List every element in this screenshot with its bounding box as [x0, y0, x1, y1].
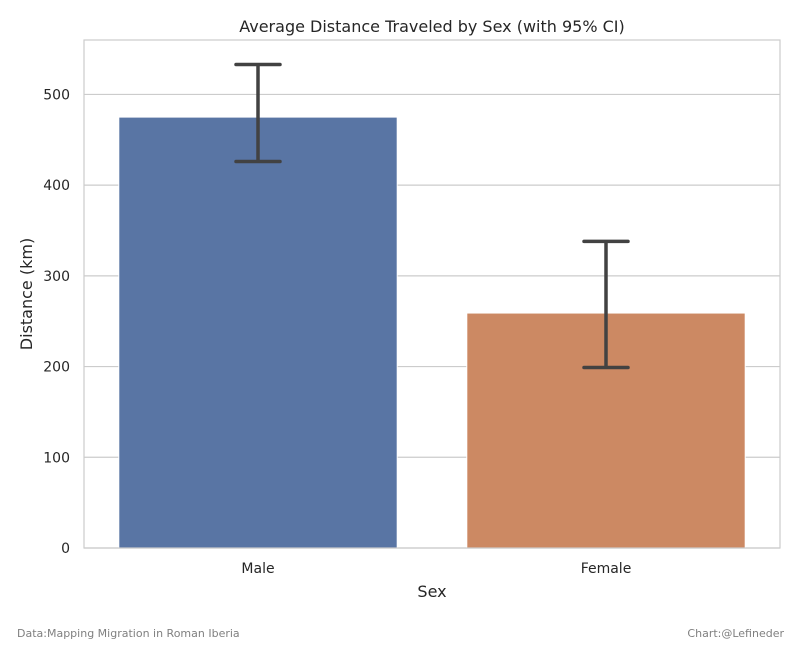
y-tick-label: 0 [61, 541, 70, 557]
y-tick-label: 200 [43, 360, 70, 376]
error-bars [234, 62, 630, 370]
x-tick-label: Female [581, 561, 632, 577]
y-tick-labels: 0 100 200 300 400 500 [43, 87, 70, 557]
y-tick-label: 400 [43, 178, 70, 194]
chart-credit-note: Chart:@Lefineder [687, 627, 784, 640]
data-source-note: Data:Mapping Migration in Roman Iberia [17, 627, 240, 640]
x-axis-label: Sex [417, 582, 446, 601]
x-tick-labels: Male Female [241, 561, 631, 577]
bar-male [118, 116, 398, 549]
plot-frame [83, 39, 781, 549]
y-tick-label: 300 [43, 269, 70, 285]
y-axis-label: Distance (km) [17, 238, 36, 350]
x-tick-label: Male [241, 561, 274, 577]
chart-title: Average Distance Traveled by Sex (with 9… [239, 17, 625, 36]
bars [118, 116, 746, 549]
y-tick-label: 500 [43, 87, 70, 103]
y-tick-label: 100 [43, 450, 70, 466]
